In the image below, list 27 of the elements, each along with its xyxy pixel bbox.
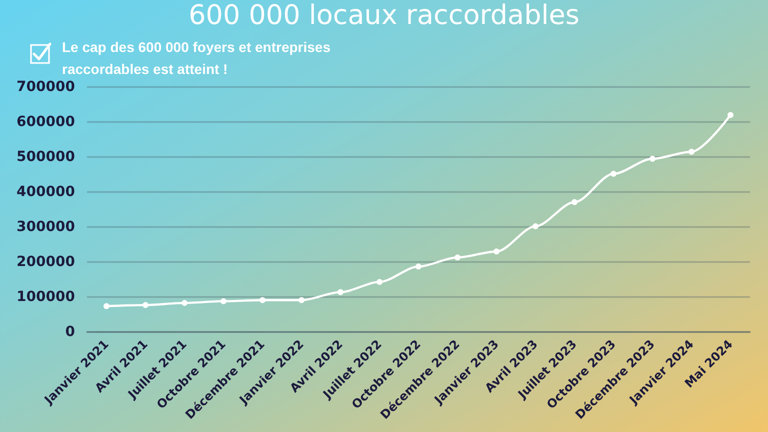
point	[728, 112, 734, 118]
point	[220, 298, 226, 304]
point	[142, 302, 148, 308]
point	[416, 264, 422, 270]
chart-title: 600 000 locaux raccordables	[188, 0, 580, 32]
point	[610, 170, 616, 177]
point	[104, 303, 110, 310]
y-tick-label: 100000	[16, 289, 76, 305]
y-tick-label: 0	[65, 324, 76, 340]
y-tick-label: 300000	[16, 219, 76, 235]
point	[688, 148, 694, 155]
point	[532, 223, 538, 230]
y-tick-label: 200000	[16, 254, 76, 270]
point	[650, 156, 656, 162]
chart-subtitle: Le cap des 600 000 foyers et entreprises raccordables est atteint !	[62, 38, 332, 79]
point	[454, 254, 460, 260]
point	[494, 248, 500, 254]
point	[338, 289, 344, 296]
y-tick-label: 600000	[16, 114, 76, 130]
point	[182, 300, 188, 306]
point	[260, 297, 266, 304]
point	[298, 297, 304, 304]
point	[572, 199, 578, 206]
y-tick-label: 700000	[16, 79, 76, 95]
y-tick-label: 400000	[16, 184, 76, 200]
point	[376, 278, 382, 285]
y-tick-label: 500000	[16, 149, 76, 165]
